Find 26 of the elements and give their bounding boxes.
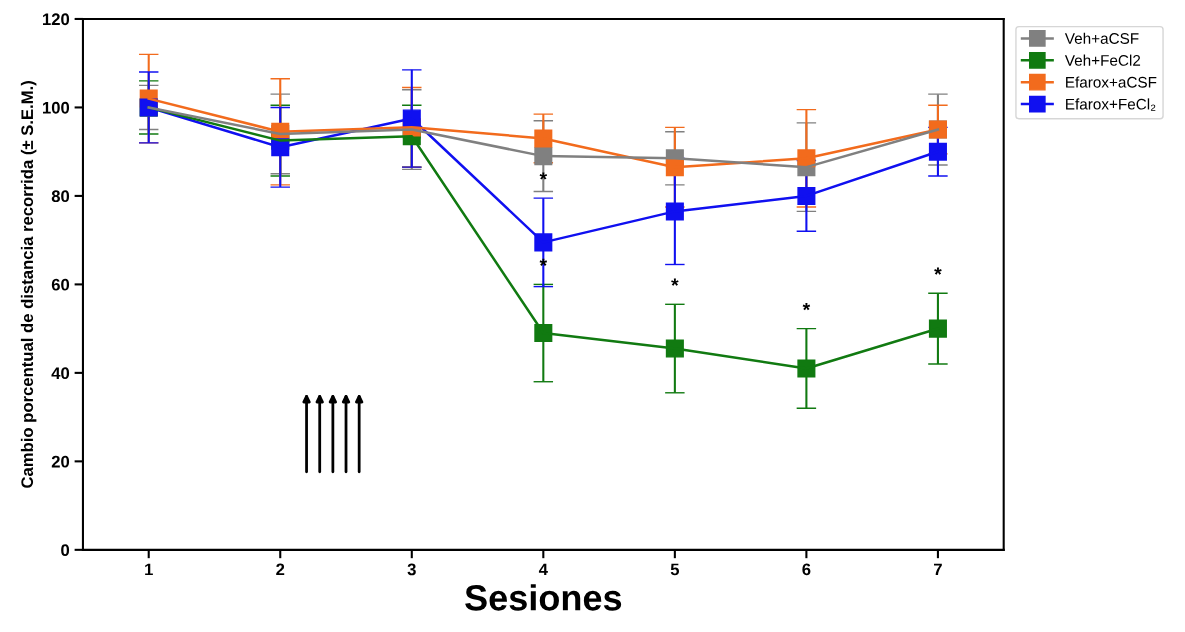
annotation: *	[671, 278, 679, 286]
point	[928, 142, 947, 161]
annotation: *	[802, 302, 811, 311]
x-tick-label: 1	[145, 563, 153, 576]
x-tick-label: 5	[670, 563, 680, 576]
y-axis-title: Cambio porcentual de distancia recorrida (± S.E.M.)	[20, 81, 37, 488]
y-tick-label: 0	[61, 544, 70, 557]
legend-label: Veh+aCSF	[1064, 32, 1139, 44]
y-tick-label: 120	[43, 13, 70, 26]
annotation: *	[539, 172, 548, 180]
point	[928, 319, 947, 338]
y-tick-label: 20	[51, 455, 70, 468]
x-tick-label: 6	[802, 563, 811, 576]
legend-label: Efarox+FeCl₂	[1066, 98, 1156, 111]
legend-label: Efarox+aCSF	[1066, 76, 1157, 88]
x-tick-label: 7	[934, 563, 942, 576]
x-tick-label: 2	[276, 563, 285, 576]
legend-label: Veh+FeCl2	[1064, 54, 1141, 66]
x-tick-label: 4	[538, 563, 548, 576]
x-axis-title: Sesiones	[465, 584, 622, 611]
y-tick-label: 40	[51, 367, 70, 380]
y-tick-label: 80	[51, 190, 70, 203]
annotation: *	[934, 267, 942, 275]
x-tick-label: 3	[407, 563, 416, 576]
y-tick-label: 60	[51, 278, 70, 291]
y-tick-label: 100	[43, 101, 70, 114]
